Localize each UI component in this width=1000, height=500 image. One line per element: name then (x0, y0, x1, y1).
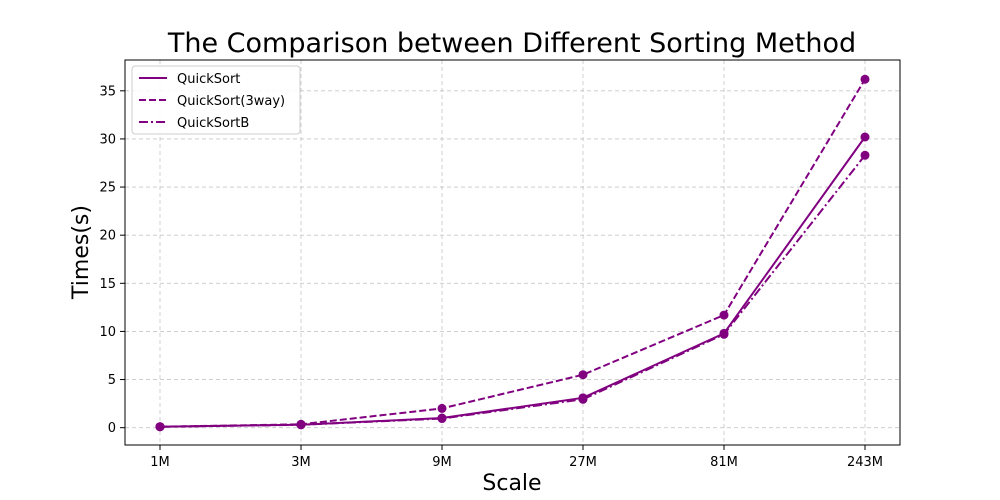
x-tick-label: 243M (847, 455, 883, 470)
x-tick-label: 1M (150, 455, 170, 470)
x-tick-label: 27M (569, 455, 597, 470)
data-point-quicksortb (719, 329, 729, 339)
series-layer (155, 74, 870, 432)
chart-title: The Comparison between Different Sorting… (167, 28, 856, 59)
legend-label-quicksort-3way: QuickSort(3way) (177, 94, 285, 109)
data-point-quicksort-3way (719, 310, 729, 320)
data-point-quicksortb (296, 420, 306, 430)
series-line-quicksortb (159, 154, 866, 428)
legend-box (131, 65, 301, 135)
y-tick-label: 30 (99, 132, 116, 147)
x-tick-label: 3M (291, 455, 311, 470)
data-point-quicksortb (578, 394, 588, 404)
plot-area-frame (124, 59, 901, 446)
series-line-quicksort-3way (159, 78, 866, 428)
y-tick-label: 0 (108, 421, 116, 436)
y-tick-label: 35 (99, 84, 116, 99)
data-point-quicksort-3way (437, 403, 447, 413)
y-tick-label: 25 (99, 181, 116, 196)
data-point-quicksort-3way (860, 74, 870, 84)
ticks: 1M 3M 9M 27M 81M 243M 0 5 10 15 20 25 30 35 (99, 84, 883, 470)
y-tick-label: 5 (108, 373, 116, 388)
data-point-quicksort (860, 132, 870, 142)
legend-label-quicksortb: QuickSortB (177, 116, 249, 131)
x-axis-label: Scale (482, 471, 541, 496)
x-tick-label: 9M (432, 455, 452, 470)
data-point-quicksortb (860, 150, 870, 160)
y-tick-label: 20 (99, 229, 116, 244)
legend-label-quicksort: QuickSort (177, 72, 240, 87)
data-point-quicksortb (155, 422, 165, 432)
series-line-quicksort (159, 136, 866, 428)
data-point-quicksort-3way (578, 370, 588, 380)
x-tick-label: 81M (710, 455, 738, 470)
legend: QuickSort QuickSort(3way) QuickSortB (131, 65, 301, 135)
y-tick-label: 15 (99, 277, 116, 292)
data-point-quicksortb (437, 414, 447, 424)
y-axis-label: Times(s) (69, 205, 94, 300)
y-tick-label: 10 (99, 325, 116, 340)
